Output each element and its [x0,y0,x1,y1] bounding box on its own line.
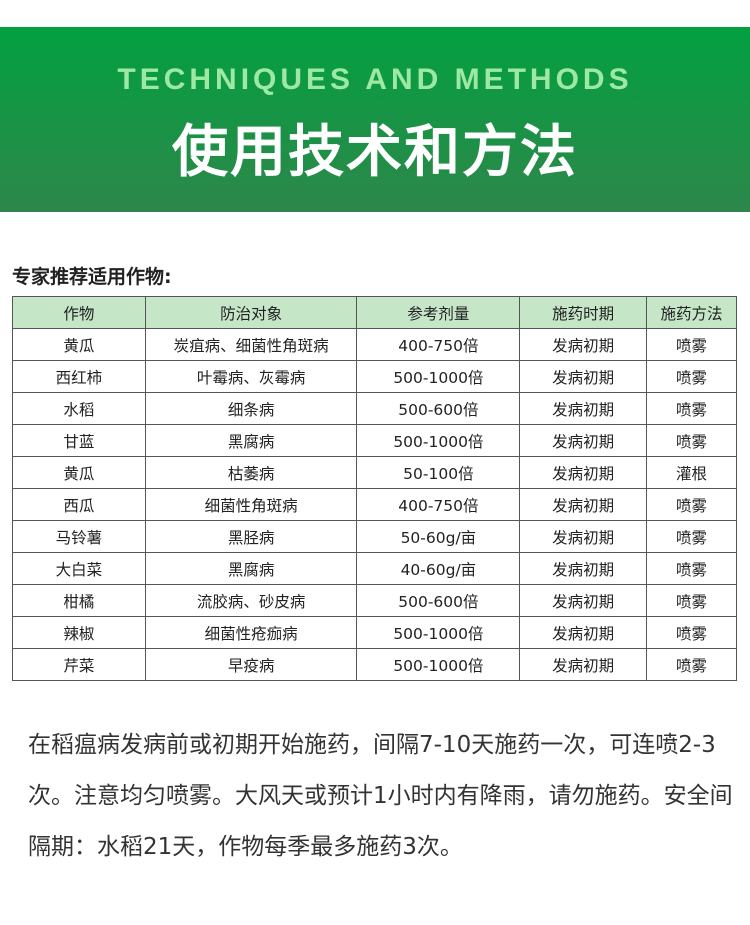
table-cell: 500-600倍 [356,584,521,617]
table-cell: 叶霉病、灰霉病 [144,360,358,393]
table-cell: 西瓜 [12,488,146,521]
table-cell: 黄瓜 [12,456,146,489]
banner-title-en: TECHNIQUES AND METHODS [117,63,633,96]
table-cell: 水稻 [12,392,146,425]
column-header: 施药时期 [519,296,648,329]
table-cell: 500-600倍 [356,392,521,425]
table-cell: 灌根 [646,456,737,489]
table-cell: 发病初期 [519,552,648,585]
table-row: 黄瓜 炭疽病、细菌性角斑病 400-750倍 发病初期 喷雾 [12,328,737,361]
table-row: 黄瓜 枯萎病 50-100倍 发病初期 灌根 [12,456,737,489]
table-cell: 500-1000倍 [356,424,521,457]
table-cell: 马铃薯 [12,520,146,553]
table-cell: 500-1000倍 [356,616,521,649]
table-cell: 发病初期 [519,520,648,553]
column-header: 防治对象 [144,296,358,329]
table-cell: 黑胫病 [144,520,358,553]
table-header-row: 作物 防治对象 参考剂量 施药时期 施药方法 [12,296,737,329]
table-cell: 黄瓜 [12,328,146,361]
table-cell: 发病初期 [519,328,648,361]
table-cell: 喷雾 [646,424,737,457]
table-cell: 大白菜 [12,552,146,585]
table-cell: 400-750倍 [356,328,521,361]
table-cell: 黑腐病 [144,424,358,457]
table-cell: 黑腐病 [144,552,358,585]
table-cell: 细菌性角斑病 [144,488,358,521]
table-row: 大白菜 黑腐病 40-60g/亩 发病初期 喷雾 [12,552,737,585]
table-cell: 发病初期 [519,488,648,521]
table-cell: 发病初期 [519,616,648,649]
table-cell: 发病初期 [519,360,648,393]
table-cell: 喷雾 [646,488,737,521]
table-cell: 喷雾 [646,360,737,393]
table-cell: 喷雾 [646,520,737,553]
table-cell: 喷雾 [646,616,737,649]
table-cell: 细条病 [144,392,358,425]
table-cell: 芹菜 [12,648,146,681]
table-cell: 500-1000倍 [356,648,521,681]
table-cell: 400-750倍 [356,488,521,521]
table-cell: 喷雾 [646,552,737,585]
table-cell: 50-60g/亩 [356,520,521,553]
column-header: 参考剂量 [356,296,521,329]
table-row: 马铃薯 黑胫病 50-60g/亩 发病初期 喷雾 [12,520,737,553]
table-cell: 喷雾 [646,328,737,361]
section-subtitle: 专家推荐适用作物: [12,266,172,288]
table-cell: 500-1000倍 [356,360,521,393]
table-cell: 细菌性疮痂病 [144,616,358,649]
table-cell: 早疫病 [144,648,358,681]
table-cell: 枯萎病 [144,456,358,489]
usage-note: 在稻瘟病发病前或初期开始施药，间隔7-10天施药一次，可连喷2-3次。注意均匀喷… [28,732,733,860]
table-cell: 发病初期 [519,456,648,489]
table-row: 西红柿 叶霉病、灰霉病 500-1000倍 发病初期 喷雾 [12,360,737,393]
table-row: 甘蓝 黑腐病 500-1000倍 发病初期 喷雾 [12,424,737,457]
table-row: 柑橘 流胶病、砂皮病 500-600倍 发病初期 喷雾 [12,584,737,617]
table-cell: 发病初期 [519,392,648,425]
table-cell: 甘蓝 [12,424,146,457]
table-cell: 西红柿 [12,360,146,393]
table-row: 西瓜 细菌性角斑病 400-750倍 发病初期 喷雾 [12,488,737,521]
table-cell: 50-100倍 [356,456,521,489]
table-cell: 喷雾 [646,392,737,425]
table-cell: 发病初期 [519,648,648,681]
table-row: 水稻 细条病 500-600倍 发病初期 喷雾 [12,392,737,425]
banner-title-zh: 使用技术和方法 [172,120,578,185]
column-header: 施药方法 [646,296,737,329]
crop-table: 作物 防治对象 参考剂量 施药时期 施药方法 黄瓜 炭疽病、细菌性角斑病 400-750倍发… [12,296,737,681]
table-row: 芹菜 早疫病 500-1000倍 发病初期 喷雾 [12,648,737,681]
table-cell: 发病初期 [519,584,648,617]
table-cell: 辣椒 [12,616,146,649]
table-cell: 40-60g/亩 [356,552,521,585]
table-cell: 喷雾 [646,584,737,617]
column-header: 作物 [12,296,146,329]
table-row: 辣椒 细菌性疮痂病 500-1000倍 发病初期 喷雾 [12,616,737,649]
table-cell: 流胶病、砂皮病 [144,584,358,617]
header-banner: TECHNIQUES AND METHODS 使用技术和方法 [0,27,750,212]
table-cell: 炭疽病、细菌性角斑病 [144,328,358,361]
table-cell: 发病初期 [519,424,648,457]
table-cell: 喷雾 [646,648,737,681]
table-cell: 柑橘 [12,584,146,617]
